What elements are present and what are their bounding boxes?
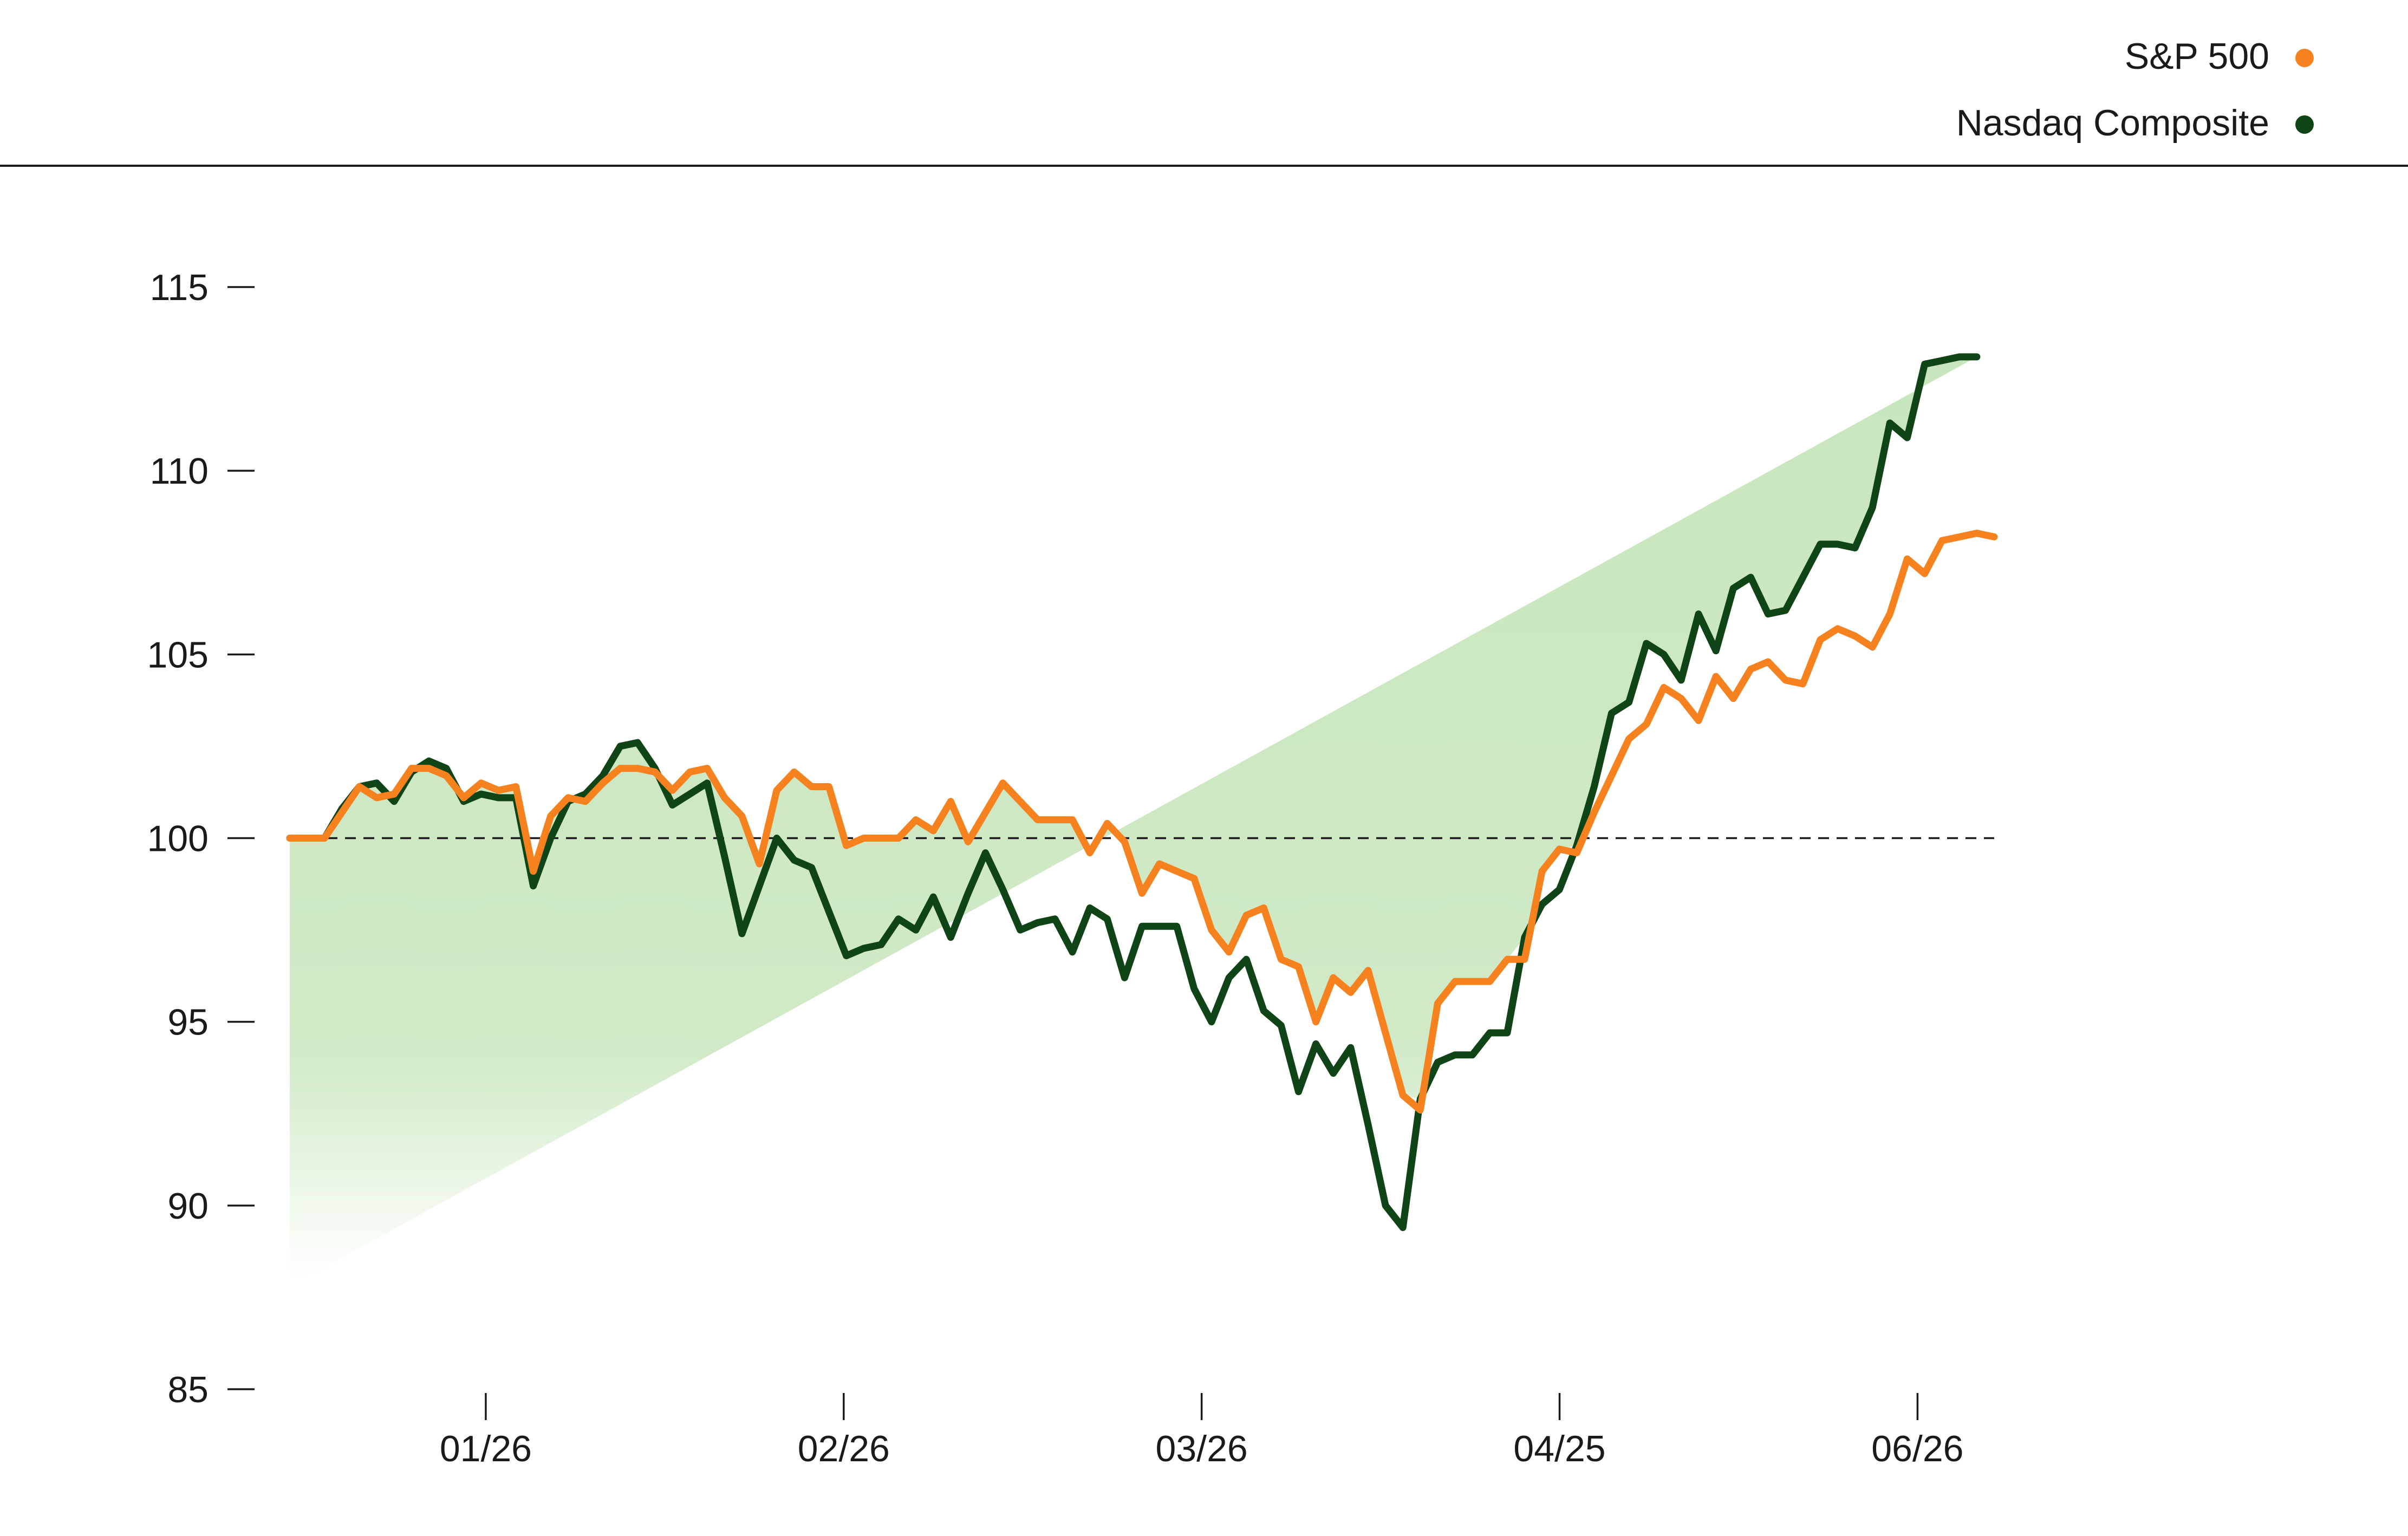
y-tick-label: 95 bbox=[167, 1002, 209, 1043]
legend: S&P 500 Nasdaq Composite bbox=[1956, 36, 2314, 144]
x-tick-label: 02/26 bbox=[798, 1428, 890, 1469]
area-fill bbox=[290, 356, 1977, 1287]
x-tick-label: 06/26 bbox=[1871, 1428, 1963, 1469]
y-tick-label: 115 bbox=[150, 267, 209, 308]
series-layer bbox=[286, 353, 1998, 1231]
area-fill-layer bbox=[290, 356, 1977, 1287]
y-tick-label: 105 bbox=[147, 634, 209, 675]
y-tick-label: 100 bbox=[147, 818, 209, 860]
x-tick-label: 03/26 bbox=[1156, 1428, 1248, 1469]
legend-marker-sp500 bbox=[2295, 49, 2314, 67]
y-tick-label: 85 bbox=[167, 1369, 209, 1410]
y-tick-label: 90 bbox=[167, 1186, 209, 1227]
x-axis: 01/26 02/26 03/26 04/25 06/26 bbox=[440, 1393, 1963, 1469]
legend-marker-nasdaq bbox=[2295, 115, 2314, 134]
x-tick-label: 04/25 bbox=[1513, 1428, 1605, 1469]
y-axis: 115 110 105 100 95 90 85 bbox=[147, 267, 255, 1410]
x-tick-label: 01/26 bbox=[440, 1428, 532, 1469]
legend-label-sp500: S&P 500 bbox=[2125, 36, 2269, 77]
legend-label-nasdaq: Nasdaq Composite bbox=[1956, 102, 2269, 144]
y-tick-label: 110 bbox=[150, 451, 209, 492]
series-line-sp500 bbox=[286, 530, 1998, 1114]
